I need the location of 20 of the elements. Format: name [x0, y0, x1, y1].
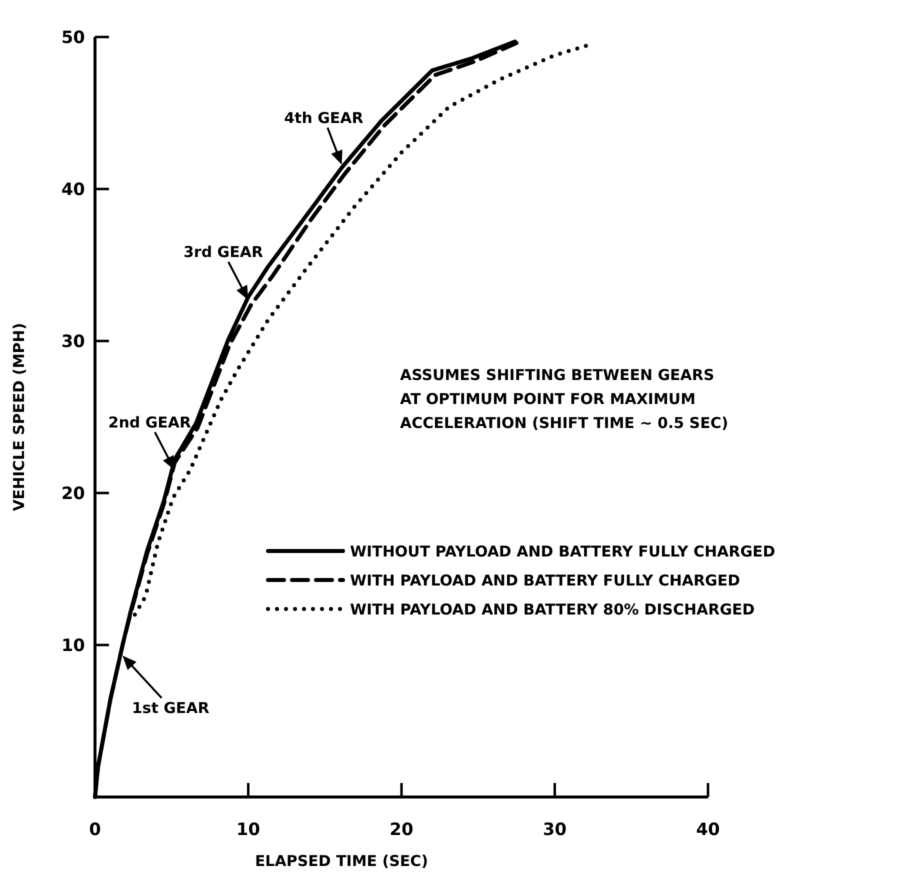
y-tick-label: 20 — [61, 484, 86, 504]
y-tick-label: 50 — [61, 28, 86, 48]
annotation: 1st GEAR — [132, 698, 210, 717]
annotation: 2nd GEAR — [108, 413, 192, 432]
legend-label: WITH PAYLOAD AND BATTERY 80% DISCHARGED — [350, 600, 755, 618]
y-tick-label: 10 — [61, 636, 86, 656]
x-axis-title: ELAPSED TIME (SEC) — [254, 852, 428, 870]
y-axis-title: VEHICLE SPEED (MPH) — [10, 322, 28, 512]
annotation: 4th GEAR — [284, 108, 364, 127]
x-tick-label: 40 — [696, 820, 720, 840]
x-tick-label: 30 — [542, 820, 567, 840]
x-tick-label: 20 — [390, 820, 414, 840]
x-tick-label: 0 — [89, 820, 102, 840]
annotation: 3rd GEAR — [183, 243, 264, 262]
annotation: ASSUMES SHIFTING BETWEEN GEARS AT OPTIMUM POINT FOR MAXIMUM ACCELERATION (SHIFT TIME ~ 0.5 SEC) — [400, 366, 728, 432]
y-tick-label: 30 — [61, 332, 86, 352]
x-tick-label: 10 — [236, 820, 260, 840]
y-tick-label: 40 — [61, 180, 86, 200]
legend-label: WITHOUT PAYLOAD AND BATTERY FULLY CHARGED — [350, 542, 776, 560]
legend-label: WITH PAYLOAD AND BATTERY FULLY CHARGED — [350, 571, 740, 590]
